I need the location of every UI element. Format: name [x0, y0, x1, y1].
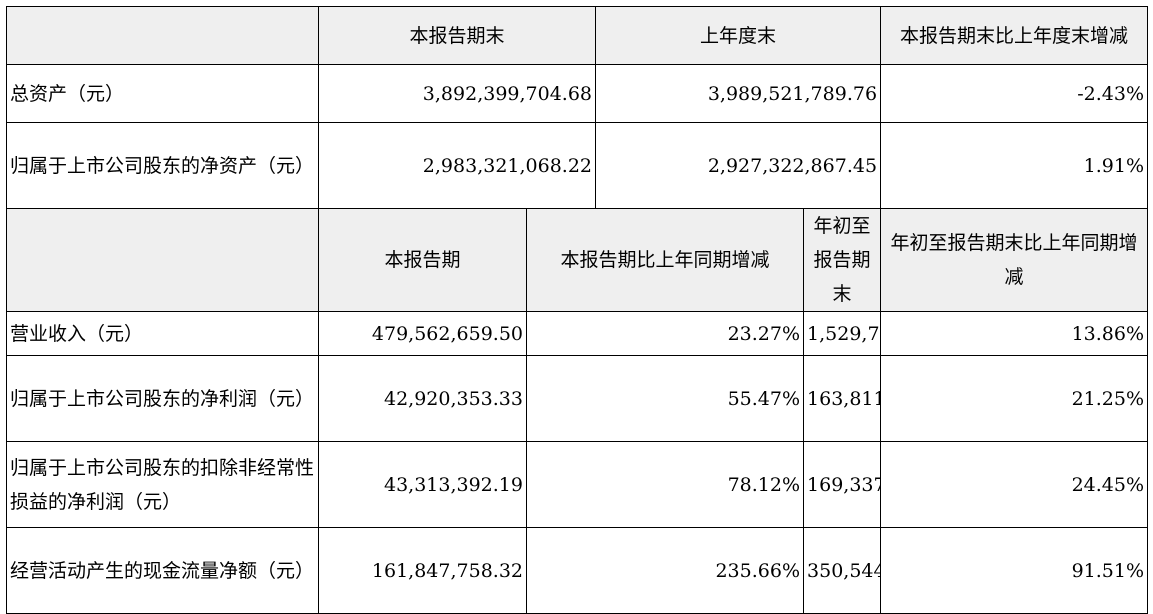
- cell-value: 161,847,758.32: [318, 527, 527, 614]
- financial-summary-document: 本报告期末 上年度末 本报告期末比上年度末增减 总资产（元） 3,892,399…: [6, 6, 1149, 614]
- cell-value: 23.27%: [525, 311, 805, 356]
- table-row: 归属于上市公司股东的净利润（元） 42,920,353.33 55.47% 16…: [6, 355, 1149, 442]
- income-header-current-period: 本报告期: [318, 208, 527, 312]
- cell-value: 3,892,399,704.68: [317, 64, 597, 123]
- cell-value: 78.12%: [525, 441, 805, 528]
- row-label-operating-cash-flow: 经营活动产生的现金流量净额（元）: [6, 527, 319, 614]
- table-row: 归属于上市公司股东的净资产（元） 2,983,321,068.22 2,927,…: [6, 122, 1149, 209]
- balance-header-row: 本报告期末 上年度末 本报告期末比上年度末增减: [6, 6, 1149, 65]
- row-label-revenue: 营业收入（元）: [6, 311, 319, 356]
- row-label-net-profit: 归属于上市公司股东的净利润（元）: [6, 355, 319, 442]
- cell-value: 13.86%: [880, 311, 1149, 356]
- row-label-adjusted-net-profit: 归属于上市公司股东的扣除非经常性损益的净利润（元）: [6, 441, 319, 528]
- cell-value: 1,529,759,938.41: [803, 311, 882, 356]
- income-header-row: 本报告期 本报告期比上年同期增减 年初至报告期末 年初至报告期末比上年同期增减: [6, 208, 1149, 312]
- cell-value: 2,927,322,867.45: [595, 122, 882, 209]
- cell-value: 1.91%: [880, 122, 1149, 209]
- cell-value: 350,544,816.54: [803, 527, 882, 614]
- table-row: 归属于上市公司股东的扣除非经常性损益的净利润（元） 43,313,392.19 …: [6, 441, 1149, 528]
- table-row: 经营活动产生的现金流量净额（元） 161,847,758.32 235.66% …: [6, 527, 1149, 614]
- cell-value: 21.25%: [880, 355, 1149, 442]
- balance-header-period-end: 本报告期末: [317, 6, 597, 65]
- income-header-ytd-change: 年初至报告期末比上年同期增减: [880, 208, 1149, 312]
- cell-value: 43,313,392.19: [318, 441, 527, 528]
- balance-header-change: 本报告期末比上年度末增减: [880, 6, 1149, 65]
- cell-value: 24.45%: [880, 441, 1149, 528]
- financial-summary-table: 本报告期末 上年度末 本报告期末比上年度末增减 总资产（元） 3,892,399…: [6, 6, 1149, 614]
- cell-value: 479,562,659.50: [318, 311, 527, 356]
- table-row: 总资产（元） 3,892,399,704.68 3,989,521,789.76…: [6, 64, 1149, 123]
- income-header-empty-cell: [6, 208, 319, 312]
- balance-header-prior-year-end: 上年度末: [595, 6, 882, 65]
- cell-value: 2,983,321,068.22: [317, 122, 597, 209]
- cell-value: 3,989,521,789.76: [595, 64, 882, 123]
- income-header-ytd: 年初至报告期末: [803, 208, 882, 312]
- table-row: 营业收入（元） 479,562,659.50 23.27% 1,529,759,…: [6, 311, 1149, 356]
- cell-value: -2.43%: [880, 64, 1149, 123]
- cell-value: 91.51%: [880, 527, 1149, 614]
- row-label-total-assets: 总资产（元）: [6, 64, 319, 123]
- cell-value: 163,811,196.30: [803, 355, 882, 442]
- cell-value: 169,337,138.39: [803, 441, 882, 528]
- income-header-period-change: 本报告期比上年同期增减: [525, 208, 805, 312]
- balance-header-empty-cell: [6, 6, 319, 65]
- cell-value: 42,920,353.33: [318, 355, 527, 442]
- row-label-net-assets: 归属于上市公司股东的净资产（元）: [6, 122, 319, 209]
- cell-value: 55.47%: [525, 355, 805, 442]
